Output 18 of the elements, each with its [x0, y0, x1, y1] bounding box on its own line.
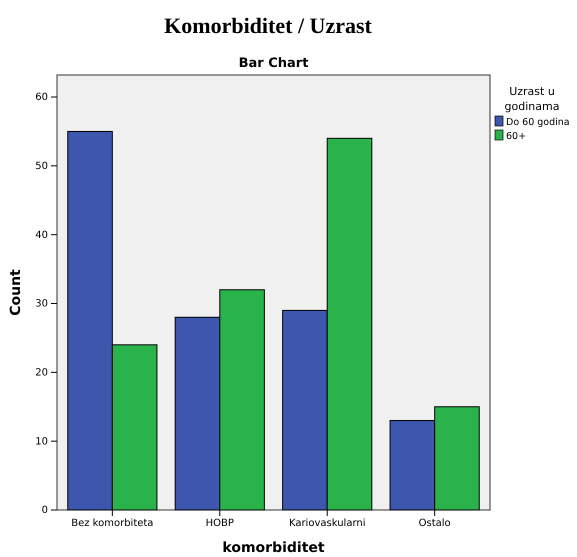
y-tick-label: 30 [35, 298, 48, 310]
y-tick-label: 0 [42, 505, 48, 516]
x-tick-label: Kariovaskularni [288, 518, 366, 530]
y-axis-title: Count [8, 268, 24, 316]
legend-title: Uzrast u godinama [504, 85, 560, 113]
x-axis-title: komorbiditet [222, 540, 325, 556]
x-tick-label: Bez komorbiteta [71, 518, 154, 530]
y-tick-label: 50 [35, 161, 48, 172]
chart-title: Komorbiditet / Uzrast [164, 13, 373, 38]
y-tick-label: 20 [35, 368, 48, 379]
chart-subtitle: Bar Chart [238, 56, 308, 71]
x-tick-label: HOBP [206, 518, 234, 530]
y-tick-label: 40 [35, 230, 48, 241]
x-tick-label: Ostalo [418, 518, 451, 530]
legend-label: Do 60 godina [506, 117, 570, 128]
y-tick-label: 60 [35, 92, 48, 104]
legend-label: 60+ [506, 131, 526, 142]
y-tick-label: 10 [35, 436, 48, 448]
